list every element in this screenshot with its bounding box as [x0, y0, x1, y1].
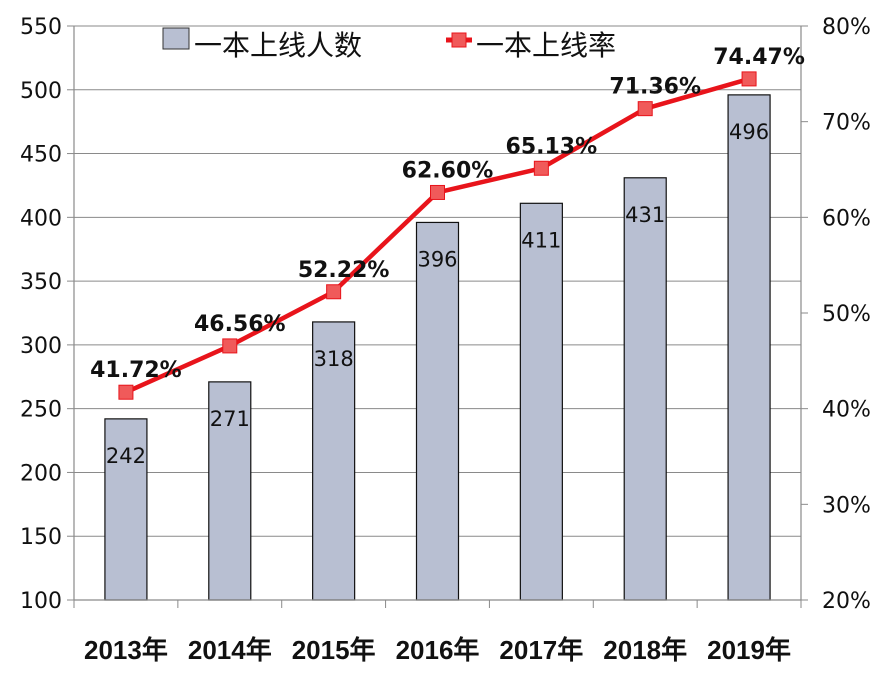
legend-bar-label: 一本上线人数: [194, 29, 362, 62]
right-axis-tick-label: 60%: [822, 206, 871, 231]
left-axis-ticks: 550 500 450 400 350 300 250 200 150 100: [20, 15, 62, 614]
right-axis-ticks: 80% 70% 60% 50% 40% 30% 20%: [822, 15, 871, 614]
square-marker-icon: [222, 338, 238, 354]
legend-line-marker-icon: [451, 32, 467, 48]
left-axis-tick-label: 450: [20, 143, 62, 168]
square-marker-icon: [637, 101, 653, 117]
x-axis-category-label: 2016年: [396, 635, 480, 665]
axes: [73, 26, 802, 608]
data-labels: 242 271 318 396 411 431 496 41.72% 46.56% 52.22% 6…: [90, 45, 805, 468]
bar: [415, 221, 460, 601]
right-axis-tick-label: 20%: [822, 589, 871, 614]
left-axis-tick-label: 250: [20, 398, 62, 423]
x-axis-category-label: 2014年: [188, 635, 272, 665]
bar-value-label: 431: [625, 203, 665, 227]
rate-value-label: 41.72%: [90, 358, 182, 383]
square-marker-icon: [741, 71, 757, 87]
rate-value-label: 46.56%: [194, 312, 286, 337]
rate-value-label: 74.47%: [713, 45, 805, 70]
rate-value-label: 71.36%: [609, 75, 701, 100]
left-axis-tick-label: 300: [20, 334, 62, 359]
left-axis-tick-label: 350: [20, 270, 62, 295]
square-marker-icon: [533, 160, 549, 176]
bar: [727, 94, 771, 601]
square-marker-icon: [118, 384, 134, 400]
left-axis-tick-label: 150: [20, 525, 62, 550]
bar-value-label: 396: [417, 247, 457, 271]
bar: [623, 177, 667, 601]
legend-bar-swatch-icon: [162, 27, 190, 50]
left-axis-tick-label: 200: [20, 461, 62, 486]
bar-value-label: 411: [521, 228, 561, 252]
left-axis-tick-label: 500: [20, 79, 62, 104]
right-axis-tick-label: 50%: [822, 302, 871, 327]
x-axis-category-label: 2019年: [707, 635, 791, 665]
bar-series: [104, 94, 771, 601]
bar-value-label: 318: [314, 347, 354, 371]
bar: [519, 202, 563, 601]
square-marker-icon: [430, 184, 445, 200]
right-axis-tick-label: 70%: [822, 111, 871, 136]
bar-value-label: 242: [106, 444, 146, 468]
rate-value-label: 52.22%: [298, 258, 390, 283]
left-axis-tick-label: 400: [20, 206, 62, 231]
x-axis-categories: 2013年 2014年 2015年 2016年 2017年 2018年 2019年: [84, 635, 791, 665]
bar: [208, 381, 252, 601]
x-axis-category-label: 2017年: [499, 635, 583, 665]
line-series: [118, 71, 757, 400]
bar-value-label: 496: [729, 120, 769, 144]
rate-value-label: 65.13%: [506, 134, 598, 159]
x-axis-category-label: 2018年: [603, 635, 687, 665]
x-axis-category-label: 2013年: [84, 635, 168, 665]
right-axis-tick-label: 80%: [822, 15, 871, 40]
square-marker-icon: [326, 284, 342, 300]
right-axis-tick-label: 40%: [822, 398, 871, 423]
right-axis-tick-label: 30%: [822, 493, 871, 518]
rate-value-label: 62.60%: [402, 158, 494, 183]
left-axis-tick-label: 100: [20, 589, 62, 614]
legend-line-label: 一本上线率: [476, 29, 616, 62]
legend: 一本上线人数 一本上线率: [162, 27, 616, 62]
x-axis-category-label: 2015年: [292, 635, 376, 665]
left-axis-tick-label: 550: [20, 15, 62, 40]
bar-value-label: 271: [210, 407, 250, 431]
